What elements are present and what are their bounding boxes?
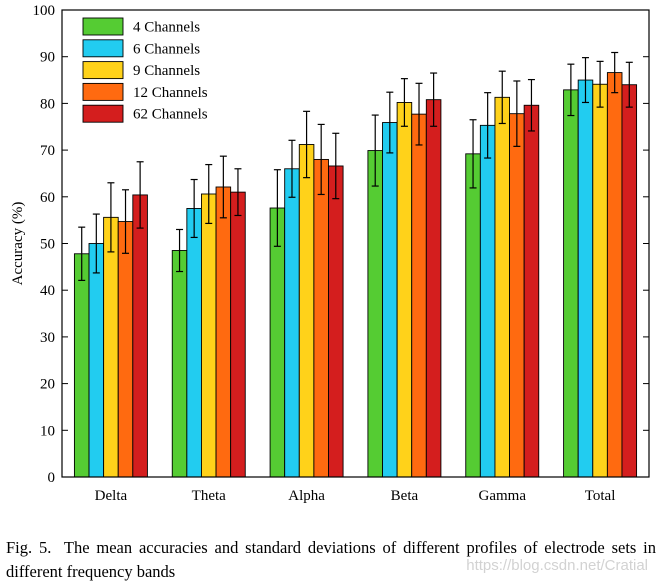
plot-frame: [61, 9, 650, 478]
y-tick-label: 0: [48, 470, 56, 486]
bar-12-channels: [509, 113, 525, 478]
bar-6-channels: [479, 124, 496, 478]
bar-62-channels: [621, 84, 638, 478]
bar-62-channels: [230, 191, 246, 478]
legend-swatch: [82, 61, 124, 80]
y-axis-label: Accuracy (%): [10, 202, 26, 286]
y-tick-label: 60: [40, 190, 55, 206]
figure-caption: Fig. 5. The mean accuracies and standard…: [6, 536, 656, 584]
legend-label: 6 Channels: [133, 41, 200, 57]
bar-62-channels: [328, 165, 344, 478]
bar-62-channels: [132, 194, 148, 478]
bar-12-channels: [117, 221, 134, 478]
x-tick-label: Theta: [192, 488, 226, 504]
legend-swatch: [82, 39, 124, 58]
legend-swatch: [82, 104, 124, 123]
bar-4-channels: [171, 250, 188, 478]
y-tick-label: 40: [40, 283, 55, 299]
bar-9-channels: [592, 83, 608, 478]
bar-12-channels: [215, 186, 232, 478]
bar-6-channels: [186, 208, 202, 478]
bar-6-channels: [88, 243, 105, 478]
y-tick-label: 20: [40, 377, 55, 393]
y-tick-label: 90: [40, 50, 55, 66]
bar-9-channels: [103, 216, 119, 478]
bar-12-channels: [411, 113, 427, 478]
bar-12-channels: [313, 158, 329, 478]
y-tick-label: 30: [40, 330, 55, 346]
y-tick-label: 100: [33, 3, 56, 19]
bar-4-channels: [367, 150, 383, 478]
legend-label: 12 Channels: [133, 85, 208, 101]
bar-6-channels: [382, 122, 398, 478]
bar-9-channels: [298, 144, 315, 478]
watermark: https://blog.csdn.net/Cratial: [466, 557, 648, 574]
caption-text: The mean accuracies and standard deviati…: [6, 538, 657, 581]
y-tick-label: 50: [40, 237, 55, 253]
y-tick-label: 10: [40, 423, 55, 439]
x-tick-label: Beta: [391, 488, 419, 504]
bar-62-channels: [425, 99, 442, 478]
bar-4-channels: [465, 153, 481, 478]
bar-12-channels: [606, 72, 623, 478]
legend-swatch: [82, 82, 124, 101]
bar-4-channels: [563, 89, 579, 478]
x-tick-label: Delta: [95, 488, 128, 504]
bar-6-channels: [284, 168, 300, 478]
y-tick-label: 70: [40, 143, 55, 159]
bar-6-channels: [577, 79, 594, 478]
bar-9-channels: [396, 102, 413, 478]
bar-9-channels: [494, 96, 511, 478]
bar-4-channels: [269, 207, 286, 478]
legend-label: 9 Channels: [133, 63, 200, 79]
y-tick-label: 80: [40, 96, 55, 112]
bar-62-channels: [523, 104, 540, 478]
bar-9-channels: [200, 193, 217, 478]
bar-4-channels: [73, 253, 90, 478]
x-tick-label: Gamma: [479, 488, 527, 504]
bar-chart: 0 10 20 30 40 50 60 70 80 90 100 Accuracy (%) Delta T…: [10, 3, 650, 504]
legend-label: 4 Channels: [133, 20, 200, 36]
x-tick-label: Total: [585, 488, 616, 504]
legend-label: 62 Channels: [133, 107, 208, 123]
caption-label: Fig. 5.: [6, 538, 52, 557]
x-tick-label: Alpha: [288, 488, 325, 504]
legend-swatch: [82, 17, 124, 36]
